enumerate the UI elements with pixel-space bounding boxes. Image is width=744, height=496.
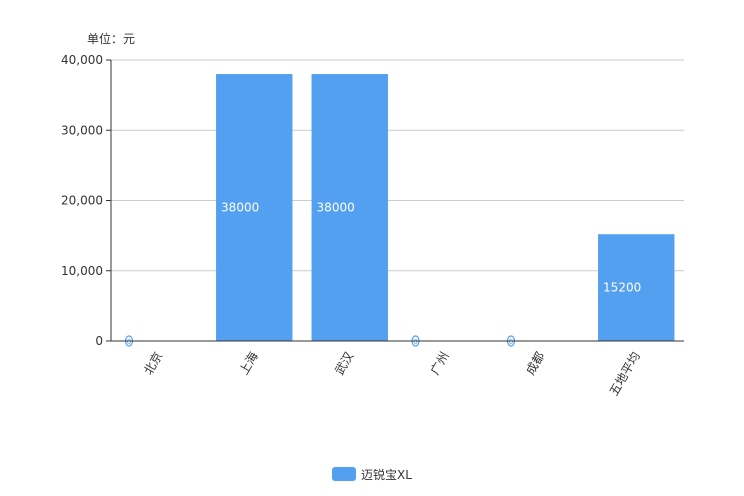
x-tick-label: 武汉 — [332, 350, 356, 378]
legend-label: 迈锐宝XL — [361, 468, 412, 482]
y-tick-label: 0 — [95, 334, 103, 348]
y-tick-label: 20,000 — [61, 194, 103, 208]
data-label: 38000 — [221, 201, 259, 215]
unit-label: 单位：元 — [87, 31, 135, 46]
bar — [311, 74, 388, 342]
y-tick-label: 40,000 — [61, 53, 103, 67]
x-tick-label: 北京 — [141, 350, 165, 378]
x-tick-label: 五地平均 — [607, 350, 643, 399]
x-tick-label: 上海 — [236, 349, 261, 377]
x-tick-label: 广州 — [428, 350, 452, 378]
y-tick-label: 10,000 — [61, 264, 103, 278]
legend-swatch — [332, 467, 356, 481]
data-label: 0 — [413, 338, 417, 346]
data-label: 0 — [509, 338, 513, 346]
data-label: 15200 — [603, 281, 641, 295]
bar — [598, 234, 675, 341]
bar — [216, 74, 293, 342]
x-tick-label: 成都 — [523, 350, 547, 378]
data-label: 0 — [127, 338, 131, 346]
y-tick-label: 30,000 — [61, 123, 103, 137]
legend[interactable]: 迈锐宝XL — [332, 467, 412, 482]
data-label: 38000 — [317, 201, 355, 215]
